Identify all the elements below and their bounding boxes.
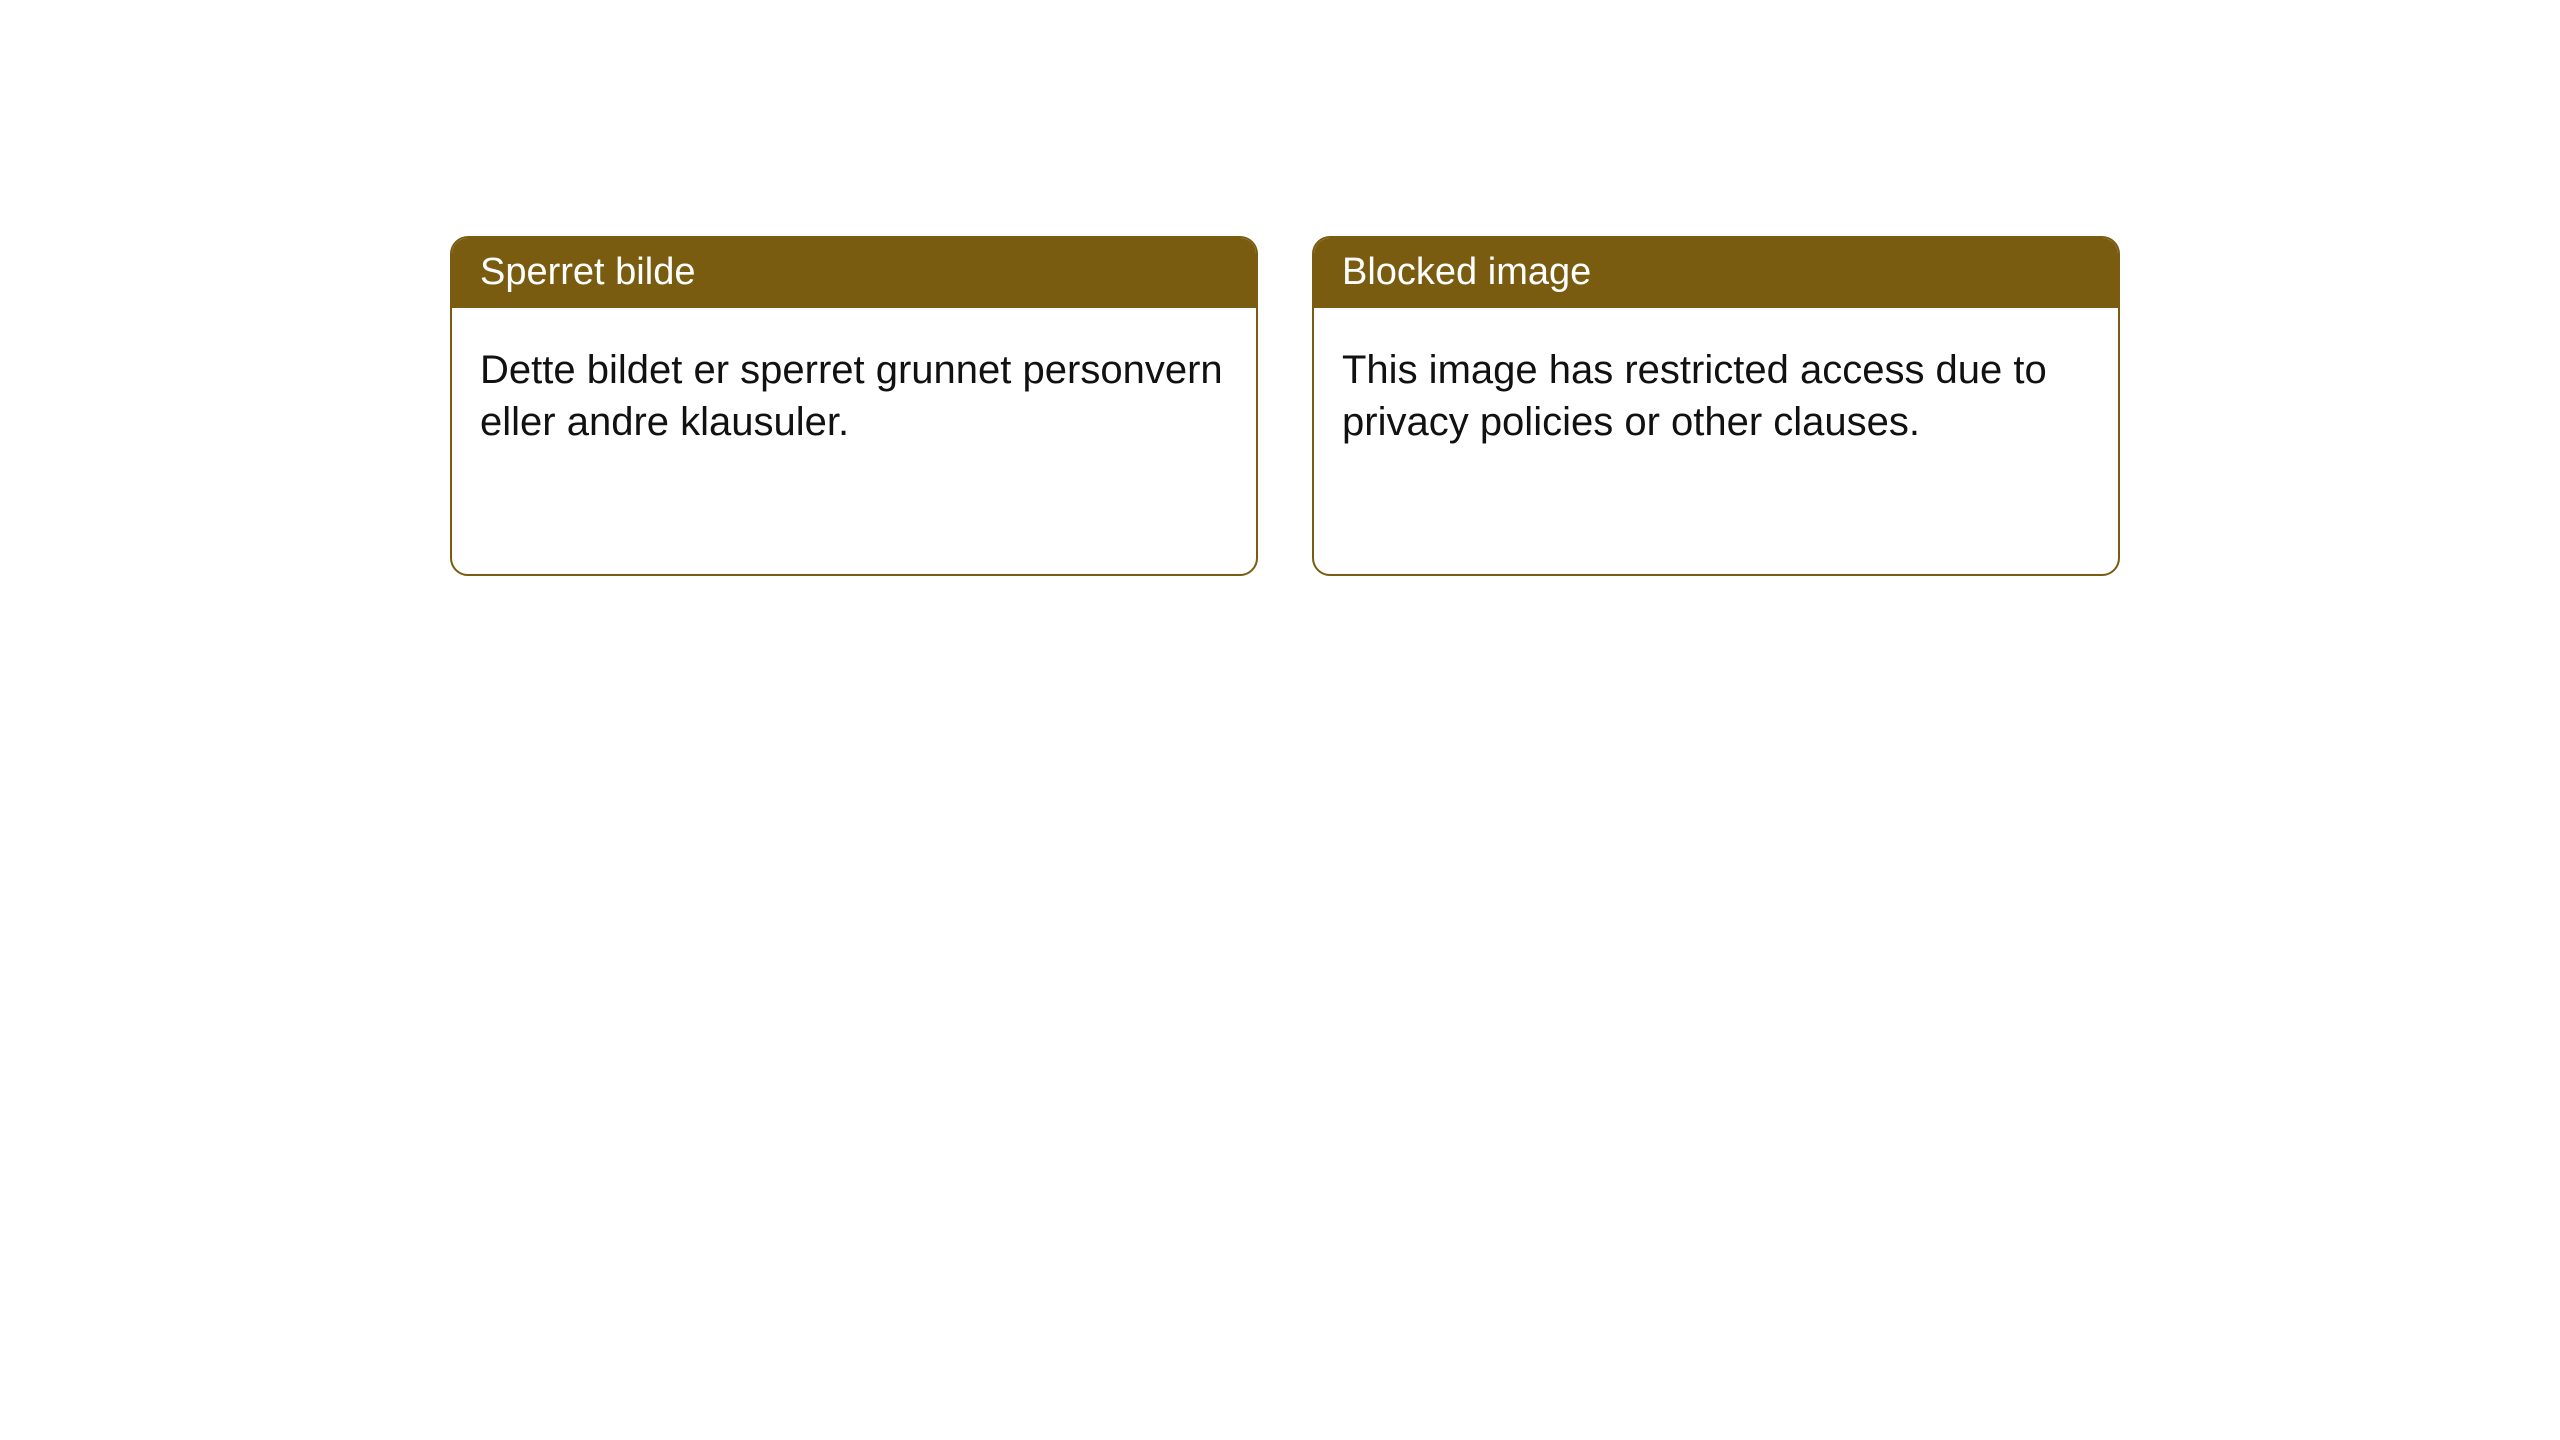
card-title-no: Sperret bilde: [480, 251, 695, 293]
card-header-en: Blocked image: [1314, 238, 2118, 308]
card-header-no: Sperret bilde: [452, 238, 1256, 308]
card-body-no: Dette bildet er sperret grunnet personve…: [452, 308, 1256, 484]
card-body-text-no: Dette bildet er sperret grunnet personve…: [480, 348, 1223, 444]
card-title-en: Blocked image: [1342, 251, 1591, 293]
cards-container: Sperret bilde Dette bildet er sperret gr…: [450, 236, 2120, 576]
blocked-image-card-en: Blocked image This image has restricted …: [1312, 236, 2120, 576]
blocked-image-card-no: Sperret bilde Dette bildet er sperret gr…: [450, 236, 1258, 576]
card-body-en: This image has restricted access due to …: [1314, 308, 2118, 484]
card-body-text-en: This image has restricted access due to …: [1342, 348, 2047, 444]
